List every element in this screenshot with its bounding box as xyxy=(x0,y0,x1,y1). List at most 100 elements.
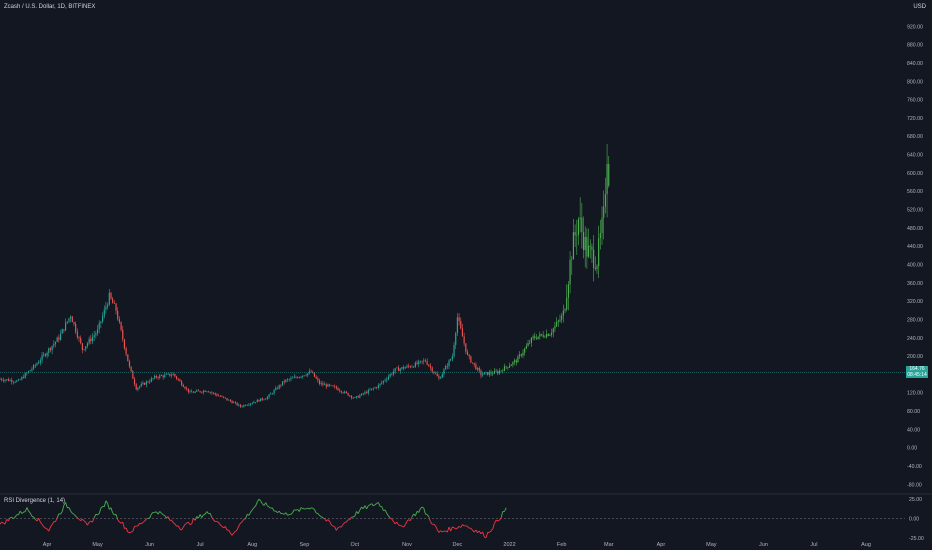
candle-body xyxy=(115,303,117,312)
time-tick-label: Aug xyxy=(861,542,871,548)
rsi-segment xyxy=(182,524,186,528)
candle-body xyxy=(167,373,169,375)
time-tick-label: Jun xyxy=(145,542,154,548)
price-tick-label: 880.00 xyxy=(907,43,923,49)
rsi-segment xyxy=(139,522,142,525)
symbol-title[interactable]: Zcash / U.S. Dollar, 1D, BITFINEX xyxy=(4,4,96,10)
candle-body xyxy=(376,387,378,389)
rsi-axis[interactable]: 25.00 0.00 -25.00 xyxy=(909,497,924,542)
time-tick-label: May xyxy=(92,542,103,548)
rsi-segment xyxy=(154,511,157,513)
rsi-segment xyxy=(263,502,267,506)
rsi-segment xyxy=(282,513,285,515)
candle-body xyxy=(253,402,255,404)
rsi-segment xyxy=(194,516,198,521)
candle-body xyxy=(246,405,248,406)
rsi-segment xyxy=(368,504,371,507)
candle-body xyxy=(234,402,237,403)
rsi-segment xyxy=(290,512,293,515)
candle-body xyxy=(329,384,331,386)
candle-body xyxy=(244,405,247,406)
rsi-segment xyxy=(95,513,98,516)
candle-body xyxy=(381,382,383,384)
rsi-segment xyxy=(475,529,478,533)
candle-body xyxy=(229,399,231,402)
rsi-segment xyxy=(455,527,458,530)
candle-body xyxy=(604,194,606,207)
price-axis[interactable]: 920.00 880.00 840.00 800.00 760.00 720.00 680.… xyxy=(907,24,923,488)
candle-body xyxy=(165,374,168,375)
candle-body xyxy=(238,404,240,406)
rsi-segment xyxy=(492,523,495,530)
price-tick-label: 400.00 xyxy=(907,262,923,268)
candle-body xyxy=(236,402,238,406)
rsi-segment xyxy=(142,520,145,523)
candle-body xyxy=(593,249,595,268)
rsi-segment xyxy=(446,526,450,533)
rsi-segment xyxy=(85,522,88,526)
rsi-segment xyxy=(48,526,51,532)
time-tick-label: Feb xyxy=(557,542,566,548)
candle-body xyxy=(85,346,87,350)
rsi-segment xyxy=(346,519,349,523)
candle-body xyxy=(128,361,131,367)
candle-body xyxy=(312,372,314,373)
candle-body xyxy=(315,376,317,379)
candle-body xyxy=(372,388,374,389)
candle-body xyxy=(576,234,578,236)
rsi-segment xyxy=(177,525,181,530)
candle-body xyxy=(440,377,442,379)
rsi-segment xyxy=(45,527,48,530)
rsi-segment xyxy=(159,511,162,514)
rsi-segment xyxy=(452,526,455,529)
rsi-segment xyxy=(218,522,221,526)
rsi-segment xyxy=(248,512,251,516)
rsi-segment xyxy=(65,502,68,508)
candle-body xyxy=(189,391,191,392)
candle-body xyxy=(266,397,268,399)
rsi-segment xyxy=(189,523,192,525)
rsi-segment xyxy=(352,515,356,518)
candle-body xyxy=(332,385,334,387)
candle-body xyxy=(446,366,448,367)
candle-body xyxy=(270,393,272,395)
candle-body xyxy=(33,365,35,369)
candle-body xyxy=(534,336,536,339)
candle-body xyxy=(364,392,366,394)
candle-body xyxy=(468,354,470,357)
candle-body xyxy=(241,406,243,408)
rsi-segment xyxy=(307,507,310,510)
candle-body xyxy=(303,375,305,377)
rsi-segment xyxy=(278,510,282,514)
rsi-segment xyxy=(14,514,18,518)
candle-body xyxy=(194,391,196,393)
candle-body xyxy=(14,381,16,383)
rsi-segment xyxy=(462,524,465,527)
candle-body xyxy=(155,376,157,378)
candle-body xyxy=(162,375,164,378)
candle-body xyxy=(530,337,532,343)
candle-body xyxy=(219,395,221,397)
rsi-segment xyxy=(174,523,177,527)
candle-body xyxy=(488,372,490,375)
rsi-segment xyxy=(300,507,303,509)
candle-body xyxy=(577,219,580,235)
candle-body xyxy=(357,396,359,398)
rsi-indicator-title[interactable]: RSI Divergence (1, 14) xyxy=(4,498,66,504)
last-price-tag: 164.76 08:45:14 xyxy=(906,366,928,379)
candle-body xyxy=(290,378,292,380)
rsi-segment xyxy=(39,521,43,525)
price-tick-label: 280.00 xyxy=(907,317,923,323)
candle-body xyxy=(391,374,393,375)
rsi-segment xyxy=(435,525,438,530)
rsi-segment xyxy=(181,526,184,531)
time-axis[interactable]: Apr May Jun Jul Aug Sep Oct Nov Dec 2022 Feb Mar Apr… xyxy=(43,542,871,548)
candle-body xyxy=(175,376,178,379)
rsi-segment xyxy=(29,512,33,517)
candle-body xyxy=(164,374,166,378)
candle-body xyxy=(418,361,420,365)
time-tick-label: Jul xyxy=(810,542,817,548)
rsi-segment xyxy=(256,498,260,503)
rsi-segment xyxy=(430,521,433,525)
